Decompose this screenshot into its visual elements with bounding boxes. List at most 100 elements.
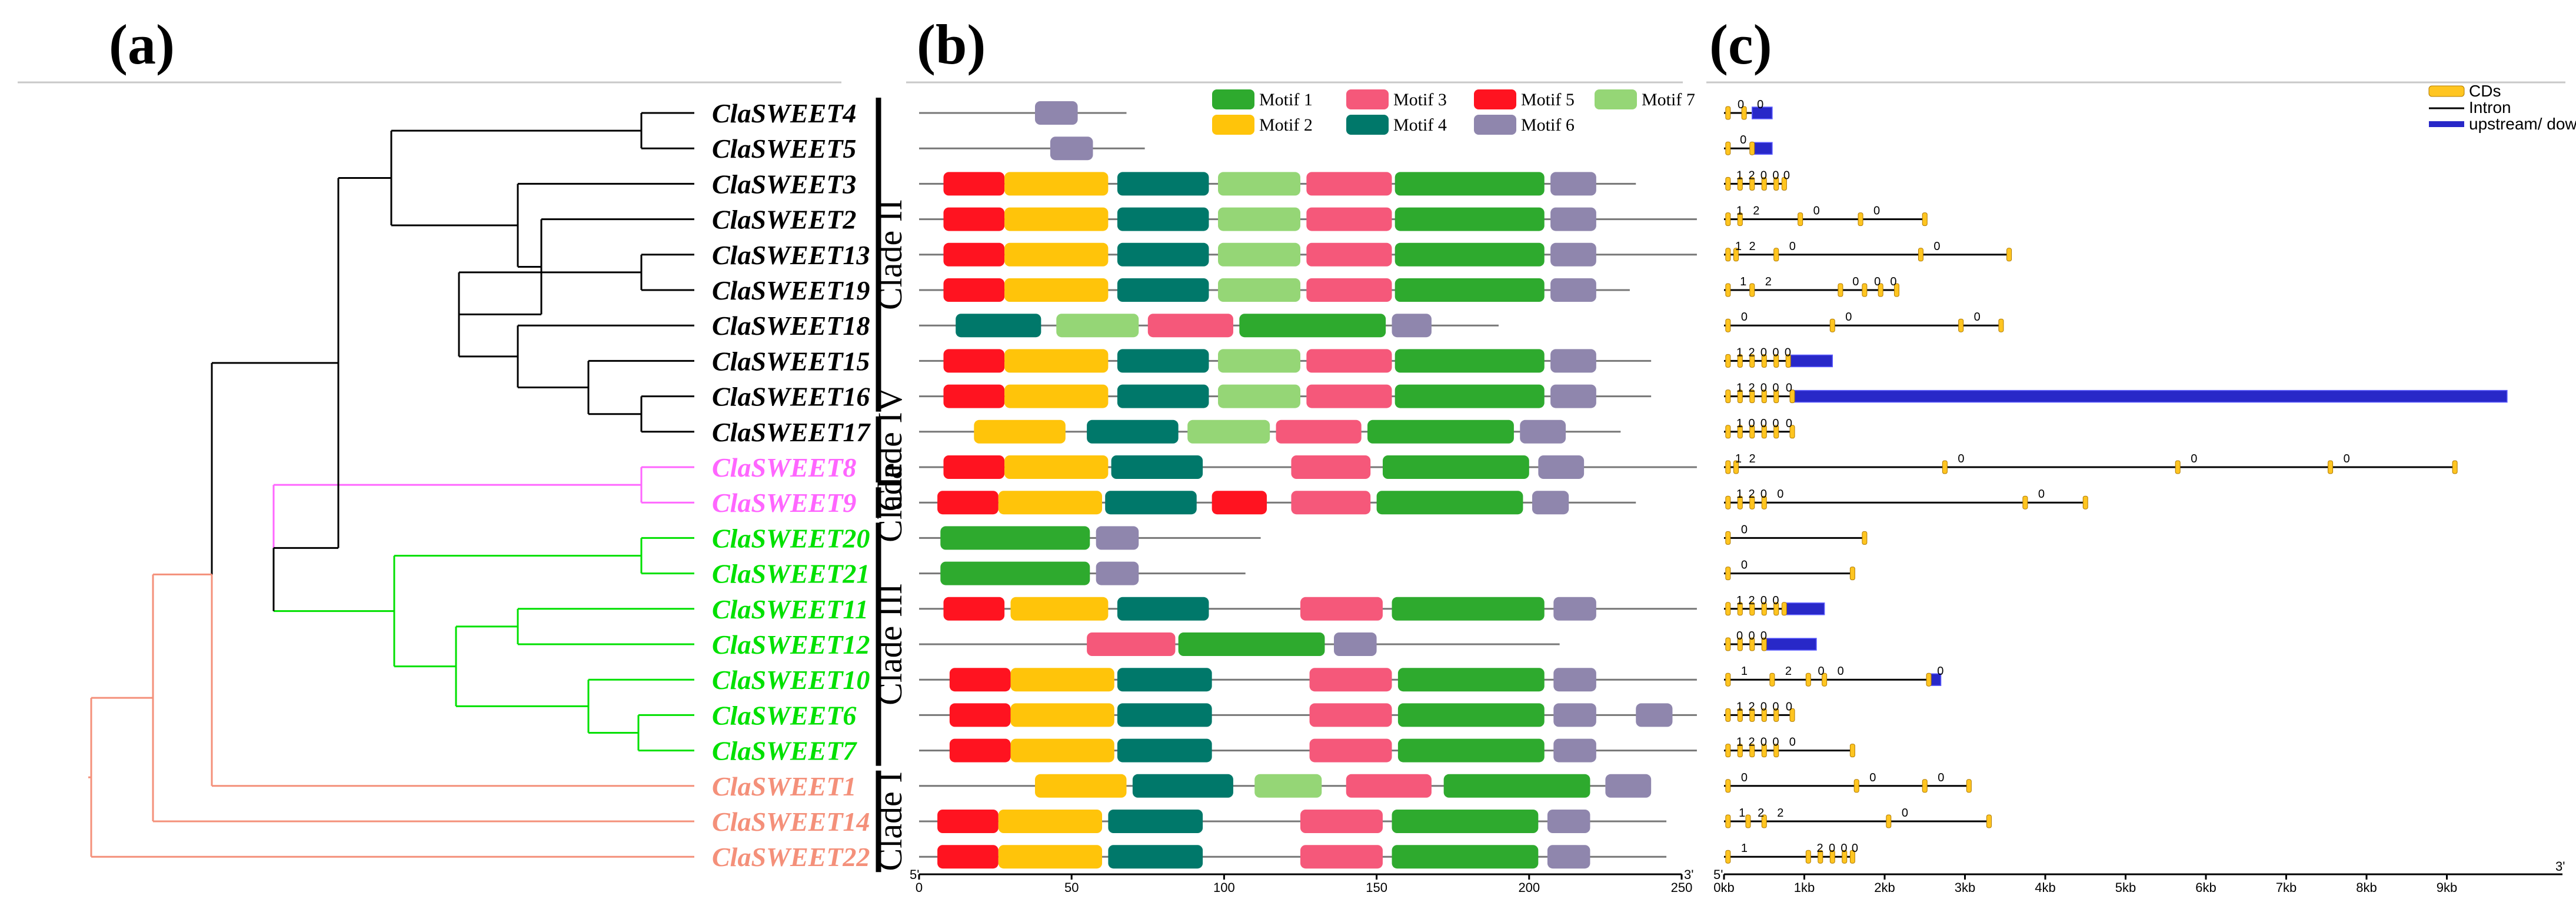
intron-phase-label: 2: [1748, 488, 1755, 501]
cds-block: [1761, 177, 1767, 191]
intron-phase-label: 2: [1753, 205, 1759, 218]
gene-label-suffix: SWEET6: [751, 700, 856, 730]
utr-block: [1783, 602, 1825, 615]
motif-block: [1087, 419, 1179, 444]
cds-block: [1725, 744, 1731, 758]
motif-block: [1553, 738, 1596, 763]
motif-block: [1394, 242, 1545, 267]
intron-phase-label: 0: [1783, 169, 1790, 182]
intron-phase-label: 1: [1736, 736, 1743, 749]
gene-label: ClaSWEET12: [712, 630, 870, 660]
cds-block: [1749, 283, 1755, 297]
cds-block: [1725, 212, 1731, 227]
motif-block: [1550, 207, 1596, 231]
motif-block: [1218, 278, 1300, 302]
gene-label: ClaSWEET16: [712, 382, 870, 412]
motif-block: [949, 668, 1011, 692]
gene-label-prefix: Cla: [712, 842, 751, 872]
motif-block: [1117, 668, 1212, 692]
intron-phase-label: 1: [1736, 169, 1743, 182]
motif-block: [1346, 774, 1432, 798]
cds-block: [1749, 177, 1755, 191]
motif-block: [1117, 278, 1209, 302]
motif-block: [1087, 632, 1176, 656]
gene-label: ClaSWEET21: [712, 559, 870, 589]
intron-phase-label: 0: [1902, 807, 1908, 820]
intron-phase-label: 1: [1736, 594, 1743, 607]
gene-label: ClaSWEET13: [712, 240, 870, 270]
gene-label-prefix: Cla: [712, 559, 751, 589]
motif-block: [1306, 278, 1392, 302]
motif-legend-swatch: [1474, 115, 1516, 135]
cds-block: [1822, 672, 1828, 687]
gene-label: ClaSWEET5: [712, 134, 856, 164]
gene-label-suffix: SWEET1: [751, 771, 856, 801]
intron-phase-label: 0: [1786, 417, 1792, 430]
intron-phase-label: 1: [1736, 488, 1743, 501]
intron-phase-label: 2: [1748, 169, 1755, 182]
motif-block: [1550, 278, 1596, 302]
cds-block: [1773, 425, 1779, 439]
intron-phase-label: 2: [1749, 452, 1755, 465]
motif-block: [1117, 703, 1212, 727]
cds-block: [1798, 212, 1803, 227]
cds-block: [1829, 850, 1835, 864]
motif-block: [943, 455, 1005, 479]
cds-block: [1741, 106, 1747, 120]
cds-block: [1725, 354, 1731, 368]
gene-label-suffix: SWEET21: [751, 559, 870, 589]
gene-label-suffix: SWEET10: [751, 665, 870, 695]
intron-phase-label: 2: [1748, 700, 1755, 713]
gene-label-prefix: Cla: [712, 700, 751, 730]
motif-block: [1178, 632, 1325, 656]
cds-block: [1733, 460, 1739, 474]
intron-phase-label: 2: [1816, 842, 1823, 855]
intron-phase-label: 0: [1785, 346, 1791, 359]
intron-phase-label: 0: [1938, 771, 1944, 784]
intron-phase-label: 0: [1738, 98, 1744, 111]
intron-phase-label: 0: [1741, 523, 1748, 536]
motif-block: [940, 561, 1090, 585]
intron-phase-label: 0: [1818, 665, 1825, 678]
clade-label: Clade I: [871, 771, 909, 871]
cds-block: [1858, 212, 1863, 227]
gene-label: ClaSWEET2: [712, 205, 856, 235]
intron-phase-label: 0: [1741, 771, 1748, 784]
cds-block: [1725, 814, 1731, 828]
cds-block: [1725, 283, 1731, 297]
gene-label: ClaSWEET4: [712, 98, 856, 128]
cds-block: [1737, 495, 1743, 510]
motif-block: [1394, 207, 1545, 231]
motif-block: [1550, 242, 1596, 267]
cds-block: [1725, 106, 1731, 120]
gene-axis-tick-label: 9kb: [2437, 880, 2457, 895]
cds-block: [1918, 248, 1923, 262]
motif-block: [949, 703, 1011, 727]
motif-legend-label: Motif 4: [1393, 115, 1447, 135]
motif-block: [1392, 597, 1545, 621]
intron-phase-label: 0: [1760, 169, 1767, 182]
intron-phase-label: 0: [2038, 488, 2045, 501]
gene-label-prefix: Cla: [712, 240, 751, 270]
gene-label-suffix: SWEET15: [751, 346, 870, 376]
motif-block: [1306, 384, 1392, 408]
motif-block: [998, 845, 1103, 869]
panel-label-b: (b): [917, 13, 986, 76]
motif-block: [1117, 597, 1209, 621]
gene-label-suffix: SWEET4: [751, 98, 856, 128]
cds-block: [1849, 567, 1855, 581]
intron-phase-label: 0: [1741, 559, 1748, 572]
cds-block: [1893, 283, 1899, 297]
intron-phase-label: 0: [1958, 452, 1964, 465]
intron-phase-label: 0: [1845, 311, 1852, 324]
gene-label-prefix: Cla: [712, 488, 751, 518]
motif-block: [1034, 774, 1127, 798]
motif-block: [974, 419, 1066, 444]
motif-block: [940, 526, 1090, 550]
cds-block: [1942, 460, 1948, 474]
intron-phase-label: 1: [1735, 240, 1742, 253]
motif-axis-end-label: 3': [1684, 867, 1693, 882]
motif-block: [1397, 738, 1545, 763]
gene-axis-tick-label: 4kb: [2035, 880, 2055, 895]
